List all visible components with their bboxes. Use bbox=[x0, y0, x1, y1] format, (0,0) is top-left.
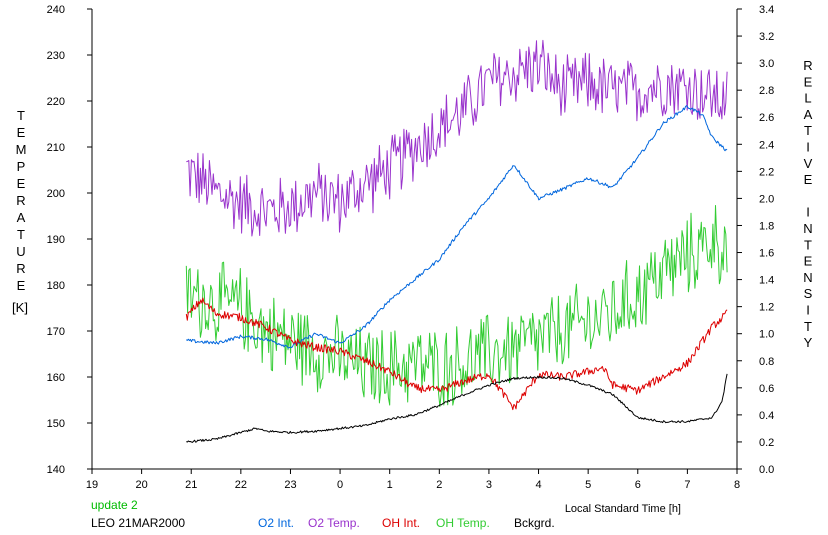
y2-tick-label: 3.0 bbox=[759, 58, 774, 70]
update-note: update 2 bbox=[91, 498, 138, 512]
left-axis-title-letter: M bbox=[16, 142, 27, 157]
x-tick-label: 23 bbox=[284, 479, 296, 491]
y2-tick-label: 0.8 bbox=[759, 356, 774, 368]
right-axis-title-letter: I bbox=[806, 140, 810, 155]
y2-tick-label: 3.2 bbox=[759, 31, 774, 43]
y-tick-label: 240 bbox=[47, 4, 65, 16]
right-axis-title-letter: E bbox=[804, 172, 813, 187]
left-axis-title-letter: P bbox=[17, 159, 26, 174]
legend: O2 Int. O2 Temp. OH Int. OH Temp. Bckgrd. bbox=[258, 516, 555, 530]
y2-tick-label: 1.0 bbox=[759, 329, 774, 341]
x-tick-label: 20 bbox=[135, 479, 147, 491]
x-tick-label: 21 bbox=[185, 479, 197, 491]
y2-tick-label: 0.4 bbox=[759, 410, 774, 422]
y2-tick-label: 2.8 bbox=[759, 85, 774, 97]
right-axis-title-letter: T bbox=[804, 123, 812, 138]
right-axis-title-letter: N bbox=[803, 221, 812, 236]
x-tick-label: 7 bbox=[684, 479, 690, 491]
y2-tick-label: 3.4 bbox=[759, 4, 774, 16]
left-axis-title-letter: E bbox=[17, 125, 26, 140]
right-axis-title-letter: I bbox=[806, 303, 810, 318]
x-tick-label: 2 bbox=[436, 479, 442, 491]
left-axis-title-letter: E bbox=[17, 278, 26, 293]
y2-tick-label: 2.2 bbox=[759, 166, 774, 178]
right-axis-title-letter: L bbox=[804, 91, 811, 106]
y2-tick-label: 1.4 bbox=[759, 275, 774, 287]
y2-tick-label: 1.2 bbox=[759, 302, 774, 314]
legend-item-o2-int: O2 Int. bbox=[258, 516, 294, 530]
x-tick-label: 5 bbox=[585, 479, 591, 491]
left-axis-title-letter: E bbox=[17, 176, 26, 191]
series-bckgrd-line bbox=[186, 373, 728, 443]
y-tick-label: 140 bbox=[47, 464, 65, 476]
right-axis-title-letter: T bbox=[804, 237, 812, 252]
y-tick-label: 190 bbox=[47, 234, 65, 246]
legend-item-oh-temp: OH Temp. bbox=[436, 516, 490, 530]
y2-tick-label: 1.6 bbox=[759, 248, 774, 260]
series-oh-int-line bbox=[185, 297, 728, 411]
right-axis-title-letter: V bbox=[804, 156, 813, 171]
right-axis-title-letter: R bbox=[803, 58, 812, 73]
station-date-label: LEO 21MAR2000 bbox=[91, 516, 185, 530]
y-tick-label: 210 bbox=[47, 142, 65, 154]
y2-tick-label: 2.0 bbox=[759, 193, 774, 205]
x-tick-label: 3 bbox=[486, 479, 492, 491]
y2-tick-label: 2.4 bbox=[759, 139, 774, 151]
series-o2-int-line bbox=[186, 105, 728, 349]
right-axis-title-letter: E bbox=[804, 74, 813, 89]
y2-tick-label: 0.6 bbox=[759, 383, 774, 395]
left-axis-unit: [K] bbox=[12, 300, 28, 315]
y2-tick-label: 1.8 bbox=[759, 220, 774, 232]
y-tick-label: 160 bbox=[47, 372, 65, 384]
y-tick-label: 180 bbox=[47, 280, 65, 292]
y-tick-label: 200 bbox=[47, 188, 65, 200]
series-layer bbox=[185, 39, 728, 443]
legend-item-bckgrd: Bckgrd. bbox=[514, 516, 555, 530]
left-axis-title-letter: T bbox=[17, 108, 25, 123]
right-axis-title-letter: N bbox=[803, 270, 812, 285]
x-tick-label: 22 bbox=[235, 479, 247, 491]
left-axis-title-letter: A bbox=[17, 210, 26, 225]
x-tick-label: 6 bbox=[635, 479, 641, 491]
y2-tick-label: 2.6 bbox=[759, 112, 774, 124]
y-tick-label: 220 bbox=[47, 96, 65, 108]
left-axis-title-letter: R bbox=[16, 261, 25, 276]
legend-item-oh-int: OH Int. bbox=[382, 516, 420, 530]
series-oh-temp-line bbox=[185, 205, 728, 408]
series-o2-temp-line bbox=[186, 39, 728, 237]
left-axis-title-letter: T bbox=[17, 227, 25, 242]
y-tick-label: 170 bbox=[47, 326, 65, 338]
x-tick-label: 1 bbox=[387, 479, 393, 491]
y2-tick-label: 0.0 bbox=[759, 464, 774, 476]
right-axis-title-letter: E bbox=[804, 254, 813, 269]
x-tick-label: 8 bbox=[734, 479, 740, 491]
right-axis-title-letter: T bbox=[804, 319, 812, 334]
x-tick-label: 4 bbox=[535, 479, 541, 491]
left-axis-title-letter: R bbox=[16, 193, 25, 208]
legend-item-o2-temp: O2 Temp. bbox=[308, 516, 360, 530]
right-axis-title-letter: I bbox=[806, 205, 810, 220]
x-axis-title: Local Standard Time [h] bbox=[565, 503, 681, 515]
y-tick-label: 230 bbox=[47, 50, 65, 62]
axis-layer: 19 20 21 22 23 0 1 2 3 4 5 6 7 8140150160170180190200… bbox=[47, 4, 775, 491]
y-tick-label: 150 bbox=[47, 418, 65, 430]
x-tick-label: 19 bbox=[86, 479, 98, 491]
right-axis-title-letter: A bbox=[804, 107, 813, 122]
right-axis-title-letter: Y bbox=[804, 335, 813, 350]
right-axis-title-letter: S bbox=[804, 286, 813, 301]
left-axis-title-letter: U bbox=[16, 244, 25, 259]
x-tick-label: 0 bbox=[337, 479, 343, 491]
y2-tick-label: 0.2 bbox=[759, 437, 774, 449]
